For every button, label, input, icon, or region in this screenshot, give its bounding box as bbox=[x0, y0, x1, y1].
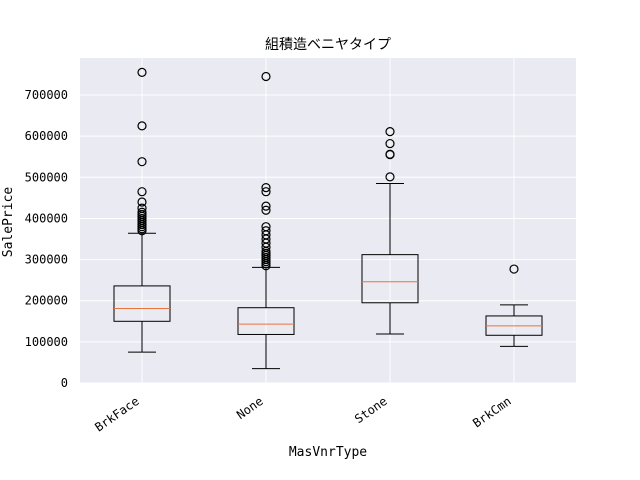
outlier-point bbox=[137, 121, 147, 131]
outlier-point bbox=[137, 203, 147, 213]
outlier-point bbox=[137, 197, 147, 207]
y-tick-label: 100000 bbox=[25, 335, 68, 349]
outlier-point bbox=[385, 138, 395, 149]
box-Stone bbox=[361, 127, 419, 335]
box-body bbox=[361, 254, 419, 304]
outlier-point bbox=[261, 226, 271, 236]
box-BrkCmn bbox=[485, 264, 543, 347]
box-BrkFace bbox=[113, 67, 171, 353]
x-tick-label: None bbox=[234, 394, 266, 422]
outlier-point bbox=[261, 71, 271, 82]
outlier-point bbox=[509, 264, 519, 274]
outlier-point bbox=[137, 187, 147, 197]
box-body bbox=[237, 307, 295, 335]
x-tick-label: Stone bbox=[352, 394, 390, 426]
box-body bbox=[113, 285, 171, 322]
outlier-point bbox=[137, 67, 147, 77]
y-tick-label: 0 bbox=[61, 376, 68, 390]
y-tick-label: 500000 bbox=[25, 170, 68, 184]
outlier-point bbox=[137, 207, 147, 217]
y-tick-label: 400000 bbox=[25, 211, 68, 225]
box-layer bbox=[113, 67, 543, 370]
outlier-point bbox=[385, 127, 395, 137]
plot-area bbox=[80, 58, 576, 383]
box-None bbox=[237, 71, 295, 370]
outlier-point bbox=[261, 201, 271, 211]
x-axis-ticks: BrkFace None Stone BrkCmn bbox=[92, 394, 513, 434]
x-tick-label: BrkFace bbox=[92, 394, 141, 434]
outlier-point bbox=[261, 187, 271, 197]
x-tick-label: BrkCmn bbox=[470, 394, 514, 430]
outlier-point bbox=[261, 205, 271, 215]
outlier-point bbox=[261, 222, 271, 232]
outlier-point bbox=[137, 157, 147, 167]
grid-lines bbox=[80, 58, 576, 384]
chart-title: 組積造ベニヤタイプ bbox=[265, 37, 391, 53]
outlier-point bbox=[385, 172, 395, 182]
y-tick-label: 200000 bbox=[25, 294, 68, 308]
y-tick-label: 600000 bbox=[25, 129, 68, 143]
outlier-point bbox=[261, 182, 271, 193]
x-axis-label: MasVnrType bbox=[289, 445, 367, 460]
y-tick-label: 700000 bbox=[25, 88, 68, 102]
outlier-point bbox=[385, 149, 395, 159]
y-axis-label: SalePrice bbox=[1, 187, 16, 258]
y-axis-ticks: 0 100000 200000 300000 400000 500000 600000 700… bbox=[25, 88, 68, 390]
y-tick-label: 300000 bbox=[25, 253, 68, 267]
